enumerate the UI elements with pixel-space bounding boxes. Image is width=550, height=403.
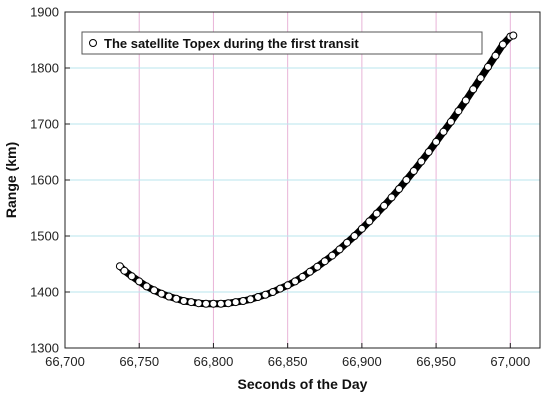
data-point: [387, 193, 396, 202]
y-tick-label: 1500: [30, 229, 59, 244]
data-point: [261, 290, 270, 299]
data-point: [276, 284, 285, 293]
data-point: [446, 117, 455, 126]
x-tick-label: 67,000: [490, 354, 530, 369]
data-point: [254, 293, 262, 301]
data-point: [380, 201, 389, 210]
legend-marker: [89, 39, 97, 47]
data-point: [365, 217, 374, 226]
data-point: [194, 299, 203, 308]
data-point: [432, 137, 441, 146]
data-point: [509, 31, 518, 40]
axis-ticks: 66,700 66,750 66,800 66,850 66,900 66,950 67,0…: [30, 5, 530, 370]
y-tick-label: 1400: [30, 285, 59, 300]
y-tick-label: 1700: [30, 117, 59, 132]
y-tick-label: 1300: [30, 341, 59, 356]
grid-lines: [64, 11, 540, 349]
x-tick-label: 66,900: [342, 354, 382, 369]
y-axis-title: Range (km): [3, 142, 19, 218]
x-tick-label: 66,750: [119, 354, 159, 369]
data-point: [305, 267, 314, 276]
data-point: [372, 209, 381, 218]
data-point: [120, 266, 129, 275]
data-point: [350, 232, 359, 240]
legend-box: [81, 31, 483, 55]
data-point: [335, 245, 344, 254]
data-point: [127, 272, 136, 281]
data-point: [291, 277, 300, 286]
x-tick-label: 66,800: [194, 354, 234, 369]
y-tick-label: 1900: [30, 5, 59, 20]
data-point: [328, 251, 337, 260]
data-point: [469, 85, 478, 94]
y-tick-label: 1800: [30, 61, 59, 76]
data-point: [402, 176, 411, 184]
data-point: [343, 238, 351, 247]
data-point: [172, 294, 181, 303]
data-point: [320, 257, 329, 266]
data-point: [239, 297, 248, 305]
data-point: [135, 277, 144, 286]
data-point: [179, 297, 188, 305]
x-tick-label: 66,700: [45, 354, 85, 369]
data-point: [202, 299, 210, 308]
data-point: [395, 185, 403, 193]
data-point: [476, 74, 485, 83]
legend: The satellite Topex during the first tra…: [81, 31, 483, 55]
x-tick-label: 66,850: [268, 354, 308, 369]
data-point: [216, 299, 225, 308]
data-point: [357, 224, 366, 233]
x-axis-title: Seconds of the Day: [238, 376, 368, 392]
x-tick-label: 66,950: [416, 354, 456, 369]
data-point: [164, 292, 173, 301]
data-point: [157, 289, 166, 298]
data-point: [246, 295, 255, 304]
data-point: [209, 299, 218, 308]
y-tick-label: 1600: [30, 173, 59, 188]
data-point: [491, 51, 500, 60]
data-point: [150, 286, 159, 295]
data-point: [268, 288, 277, 296]
data-point: [298, 272, 307, 281]
data-point: [224, 299, 233, 308]
data-points: [115, 31, 518, 308]
data-point: [187, 298, 196, 307]
data-point: [231, 298, 240, 307]
data-point: [313, 262, 322, 271]
data-point: [142, 282, 151, 291]
data-point: [424, 148, 433, 156]
legend-label: The satellite Topex during the first tra…: [104, 36, 359, 51]
data-point: [454, 107, 463, 116]
data-point: [283, 281, 292, 290]
data-point: [409, 167, 418, 175]
data-point: [461, 96, 470, 105]
data-point: [498, 40, 507, 49]
data-point: [417, 157, 426, 166]
data-point: [484, 62, 492, 71]
data-point: [439, 127, 448, 136]
